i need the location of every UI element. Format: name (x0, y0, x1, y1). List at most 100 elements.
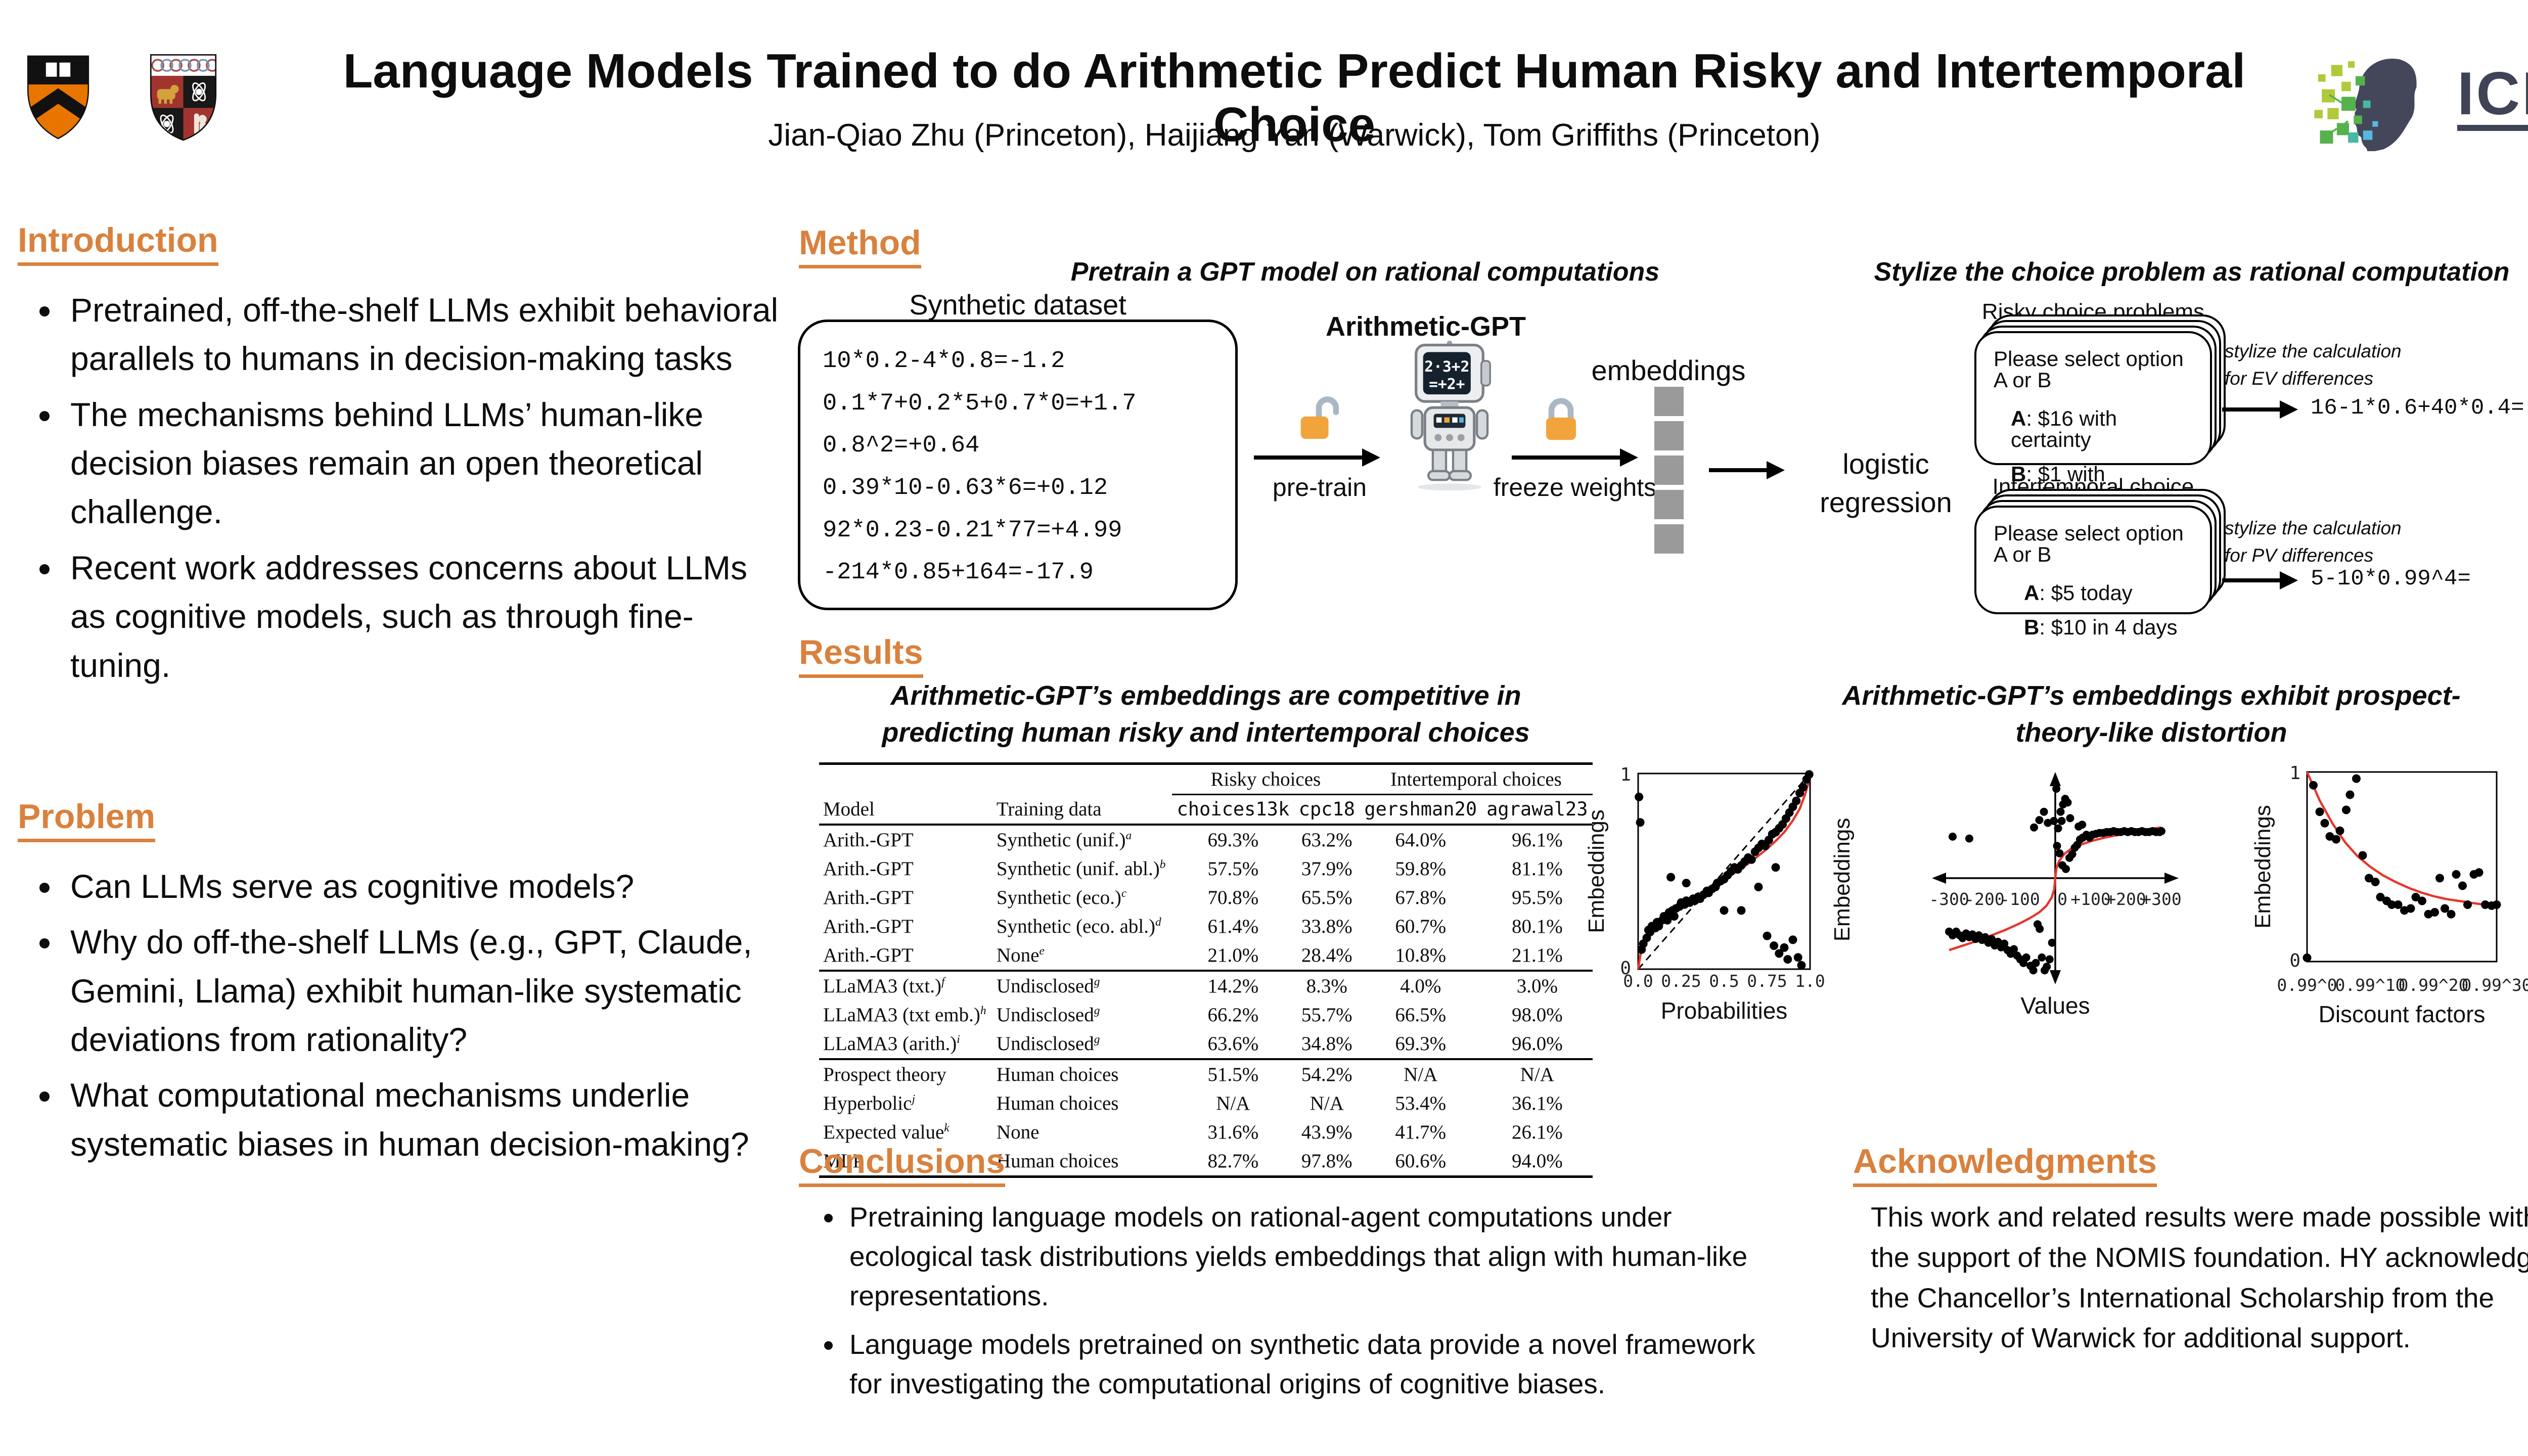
data-point (1682, 879, 1691, 888)
data-point (2492, 900, 2501, 909)
axis-arrowhead (2164, 873, 2179, 884)
logistic-regression-label: logistic regression (1790, 445, 1982, 521)
training-cell: Undisclosedg (996, 1032, 1100, 1055)
x-tick-label: 0.0 (1623, 971, 1653, 991)
data-point (2053, 842, 2061, 850)
model-cell: Arith.-GPT (823, 915, 914, 937)
conclusions-heading: Conclusions (799, 1143, 1006, 1188)
value-cell: 98.0% (1511, 1004, 1563, 1026)
data-point (2057, 816, 2066, 825)
data-point (2411, 893, 2420, 901)
x-tick-label: 0.99^0 (2277, 975, 2337, 995)
value-cell: N/A (1216, 1092, 1250, 1114)
value-cell: 59.8% (1395, 857, 1447, 880)
intro-heading: Introduction (18, 222, 218, 266)
data-point (2303, 953, 2312, 962)
data-point (2030, 823, 2038, 832)
freeze-arrow (1512, 447, 1638, 468)
table-row: Arith.-GPT Synthetic (eco. abl.)d 61.4% 33.… (819, 912, 1593, 941)
value-cell: 65.5% (1301, 886, 1352, 908)
table-row: LLaMA3 (txt emb.)h Undisclosedg 66.2% 55.7%… (819, 1000, 1593, 1029)
value-cell: 66.2% (1207, 1004, 1259, 1026)
value-cell: 82.7% (1207, 1150, 1259, 1172)
value-cell: 63.2% (1301, 829, 1352, 851)
data-point (1666, 873, 1676, 882)
ev-arrow (2222, 399, 2298, 420)
data-point (2332, 835, 2340, 844)
pretrain-label: pre-train (1272, 473, 1367, 502)
value-cell: 95.5% (1511, 886, 1563, 908)
training-cell: Undisclosedg (992, 969, 1172, 1000)
value-cell: 69.3% (1395, 1032, 1447, 1055)
data-point (2394, 900, 2403, 909)
data-point (2010, 945, 2018, 953)
data-point (2054, 824, 2062, 833)
y-tick-label: 1 (1620, 764, 1631, 785)
warwick-crest-icon (147, 43, 220, 149)
training-cell: Synthetic (eco. abl.)d (996, 915, 1161, 937)
model-cell: MLP (823, 1150, 864, 1172)
training-cell: Human choices (996, 1092, 1119, 1114)
value-cell: 41.7% (1395, 1121, 1447, 1143)
model-cell: LLaMA3 (arith.)i (823, 1032, 960, 1055)
list-item: 10*0.2-4*0.8=-1.2 (823, 348, 1065, 375)
data-point (1988, 935, 1996, 943)
value-cell: N/A (1481, 1058, 1593, 1089)
data-point (2371, 878, 2380, 886)
method-left-caption: Pretrain a GPT model on rational computa… (1070, 257, 1660, 287)
robot-icon: 2·3+2 =+2+ (1396, 340, 1503, 491)
iclr-head-icon (2314, 59, 2417, 151)
model-cell: LLaMA3 (txt.)f (819, 969, 992, 1000)
pv-formula: 5-10*0.99^4= (2311, 566, 2471, 592)
list-item: 0.8^2=+0.64 (823, 432, 980, 460)
x-tick-label: +100 (2070, 889, 2110, 909)
data-point (2335, 826, 2344, 835)
authors-line: Jian-Qiao Zhu (Princeton), Haijiang Yan … (768, 118, 1821, 153)
value-cell: 81.1% (1511, 857, 1563, 880)
value-cell: 96.0% (1511, 1032, 1563, 1055)
data-point (1663, 916, 1672, 925)
list-item: Language models pretrained on synthetic … (844, 1325, 1795, 1403)
value-cell: 63.6% (1207, 1032, 1259, 1055)
col-header-dataset: choices13k (1171, 794, 1294, 826)
x-axis-label: Discount factors (2319, 1001, 2486, 1027)
model-cell: Arith.-GPT (823, 857, 914, 880)
data-point (2068, 850, 2076, 858)
data-point (2358, 851, 2367, 860)
robot-screen-line1: 2·3+2 (1424, 357, 1469, 375)
data-point (1737, 906, 1746, 915)
value-cell: 60.7% (1395, 915, 1447, 937)
list-item: Can LLMs serve as cognitive models? (63, 862, 786, 911)
value-cell: 37.9% (1301, 857, 1352, 880)
model-cell: Prospect theory (819, 1058, 992, 1089)
data-point (1792, 796, 1801, 805)
value-cell: 34.8% (1301, 1032, 1352, 1055)
data-point (1775, 949, 1784, 958)
pv-arrow (2222, 570, 2298, 590)
value-cell: 33.8% (1301, 915, 1352, 937)
data-point (2458, 881, 2467, 890)
data-point (2035, 816, 2044, 825)
x-tick-label: 0 (2057, 889, 2067, 909)
table-row: Prospect theory Human choices 51.5% 54.2% N/… (819, 1058, 1593, 1089)
data-point (2365, 874, 2373, 883)
intertemporal-option-a: A: $5 today (2024, 581, 2133, 605)
data-point (1965, 834, 1973, 843)
model-cell: LLaMA3 (txt emb.)h (823, 1004, 986, 1026)
training-cell: Nonee (996, 944, 1045, 966)
acknowledgments-heading: Acknowledgments (1853, 1143, 2157, 1188)
y-tick-label: 1 (2289, 763, 2300, 784)
list-item: Pretrained, off-the-shelf LLMs exhibit b… (63, 286, 786, 383)
x-axis-label: Values (2020, 992, 2090, 1019)
robot-screen-line2: =+2+ (1429, 375, 1465, 393)
data-point (2435, 874, 2444, 883)
data-point (1669, 912, 1679, 921)
x-tick-label: 0.25 (1661, 971, 1701, 991)
list-item: 0.1*7+0.2*5+0.7*0=+1.7 (823, 390, 1137, 417)
data-point (2029, 966, 2038, 975)
list-item: What computational mechanisms underlie s… (63, 1071, 786, 1168)
data-point (2157, 827, 2165, 835)
intertemporal-option-b: B: $10 in 4 days (2024, 615, 2178, 639)
pretrain-arrow (1254, 447, 1380, 468)
value-cell: N/A (1310, 1092, 1344, 1114)
